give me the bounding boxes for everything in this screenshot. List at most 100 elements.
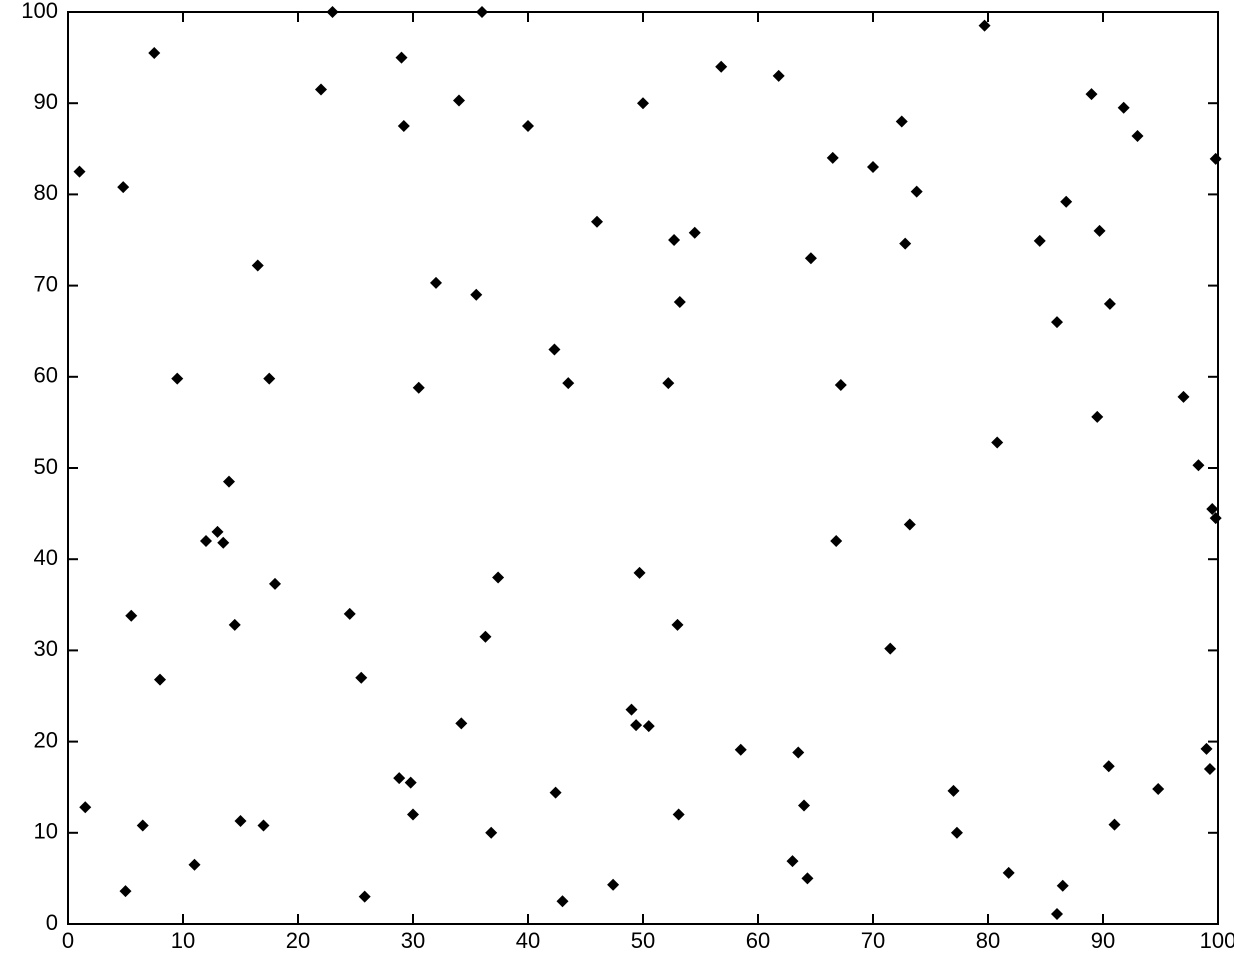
x-tick-label: 20 (286, 928, 310, 953)
data-point (1204, 763, 1216, 775)
data-point (1118, 102, 1130, 114)
data-point (1132, 130, 1144, 142)
data-point (634, 567, 646, 579)
data-point (470, 289, 482, 301)
data-point (125, 610, 137, 622)
y-tick-label: 50 (34, 454, 58, 479)
data-point (344, 608, 356, 620)
data-point (548, 343, 560, 355)
data-point (476, 6, 488, 18)
data-point (137, 820, 149, 832)
data-point (911, 186, 923, 198)
data-point (1178, 391, 1190, 403)
data-point (991, 436, 1003, 448)
scatter-chart: 0102030405060708090100010203040506070809… (0, 0, 1234, 961)
data-point (689, 227, 701, 239)
data-point (662, 377, 674, 389)
data-point (1057, 880, 1069, 892)
data-point (1094, 225, 1106, 237)
data-point (74, 166, 86, 178)
y-tick-label: 0 (46, 910, 58, 935)
data-point (626, 704, 638, 716)
data-point (951, 827, 963, 839)
data-point (1104, 298, 1116, 310)
data-point (1192, 459, 1204, 471)
data-point (485, 827, 497, 839)
y-tick-label: 30 (34, 636, 58, 661)
data-point (787, 855, 799, 867)
data-point (148, 47, 160, 59)
data-point (269, 578, 281, 590)
data-point (1210, 153, 1222, 165)
data-point (235, 815, 247, 827)
data-point (896, 115, 908, 127)
data-point (79, 801, 91, 813)
data-point (120, 885, 132, 897)
data-point (1051, 908, 1063, 920)
data-point (899, 238, 911, 250)
data-point (948, 785, 960, 797)
data-point (217, 537, 229, 549)
x-tick-label: 90 (1091, 928, 1115, 953)
data-point (1003, 867, 1015, 879)
data-point (479, 631, 491, 643)
x-tick-label: 60 (746, 928, 770, 953)
data-point (1103, 760, 1115, 772)
y-tick-label: 20 (34, 727, 58, 752)
x-tick-label: 80 (976, 928, 1000, 953)
data-point (801, 872, 813, 884)
y-tick-label: 60 (34, 363, 58, 388)
data-point (1060, 196, 1072, 208)
data-point (904, 519, 916, 531)
data-point (773, 70, 785, 82)
data-point (1152, 783, 1164, 795)
data-point (393, 772, 405, 784)
data-point (827, 152, 839, 164)
data-point (355, 672, 367, 684)
data-point (413, 382, 425, 394)
data-point (263, 373, 275, 385)
chart-svg: 0102030405060708090100010203040506070809… (0, 0, 1234, 961)
x-tick-label: 70 (861, 928, 885, 953)
data-point (327, 6, 339, 18)
data-point (430, 277, 442, 289)
data-point (407, 809, 419, 821)
data-point (315, 84, 327, 96)
data-point (522, 120, 534, 132)
data-point (673, 809, 685, 821)
data-point (835, 379, 847, 391)
data-point (171, 373, 183, 385)
x-tick-label: 10 (171, 928, 195, 953)
data-point (258, 820, 270, 832)
data-point (396, 52, 408, 64)
y-tick-label: 40 (34, 545, 58, 570)
data-point (672, 619, 684, 631)
data-point (637, 97, 649, 109)
data-point (453, 94, 465, 106)
x-tick-label: 100 (1200, 928, 1234, 953)
y-tick-label: 10 (34, 819, 58, 844)
data-point (212, 526, 224, 538)
y-tick-label: 80 (34, 180, 58, 205)
data-point (792, 747, 804, 759)
data-point (1051, 316, 1063, 328)
y-tick-label: 90 (34, 89, 58, 114)
y-tick-label: 100 (21, 0, 58, 23)
data-point (229, 619, 241, 631)
data-point (735, 744, 747, 756)
data-point (798, 799, 810, 811)
data-point (674, 296, 686, 308)
data-point (492, 571, 504, 583)
y-tick-label: 70 (34, 271, 58, 296)
data-point (1034, 235, 1046, 247)
data-point (550, 787, 562, 799)
data-point (630, 719, 642, 731)
data-point (668, 234, 680, 246)
x-tick-label: 0 (62, 928, 74, 953)
data-point (200, 535, 212, 547)
data-point (1201, 743, 1213, 755)
data-point (643, 720, 655, 732)
data-point (867, 161, 879, 173)
data-point (398, 120, 410, 132)
data-point (607, 879, 619, 891)
